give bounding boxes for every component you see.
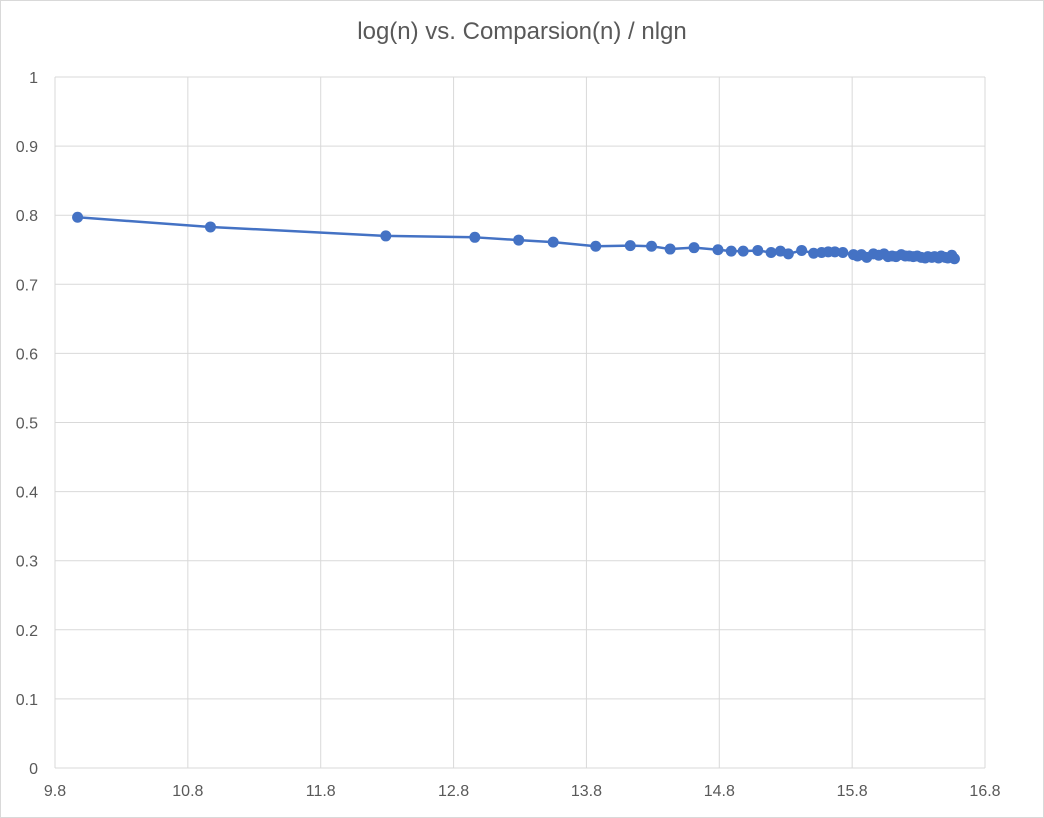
data-point [712,244,724,256]
x-tick-label: 13.8 [571,783,602,800]
data-point [808,247,820,259]
horizontal-gridlines [55,76,985,769]
x-axis-tick-labels: 9.8 10.8 11.8 12.8 13.8 14.8 15.8 16.8 [44,783,1001,800]
y-axis-tick-labels: 0 0.1 0.2 0.3 0.4 0.5 0.6 0.7 0.8 0.9 1 [16,70,38,778]
data-point [688,242,700,254]
data-point [837,247,849,259]
y-tick-label: 0.6 [16,346,38,363]
x-tick-label: 9.8 [44,783,66,800]
data-point [469,231,481,243]
y-tick-label: 0.2 [16,623,38,640]
x-tick-label: 10.8 [172,783,203,800]
x-tick-label: 16.8 [969,783,1000,800]
y-tick-label: 0.3 [16,554,38,571]
data-point [752,244,764,256]
y-tick-label: 0.5 [16,416,38,433]
data-point [829,246,841,258]
y-tick-label: 0 [29,761,38,778]
data-point [380,230,392,242]
data-point [646,240,658,252]
data-point [737,245,749,257]
x-tick-label: 12.8 [438,783,469,800]
data-point [664,243,676,255]
series-points-group [72,211,960,265]
x-tick-label: 14.8 [704,783,735,800]
data-point [513,234,525,246]
data-point [547,236,559,248]
chart-title: log(n) vs. Comparsion(n) / nlgn [357,18,687,45]
x-tick-label: 15.8 [837,783,868,800]
y-tick-label: 0.7 [16,277,38,294]
y-tick-label: 0.4 [16,485,38,502]
data-point [725,245,737,257]
data-point [624,240,636,252]
data-point [590,240,602,252]
y-tick-label: 0.9 [16,139,38,156]
y-tick-label: 0.1 [16,692,38,709]
data-point [796,244,808,256]
y-tick-label: 1 [29,70,38,87]
x-tick-label: 11.8 [306,783,336,800]
data-point [204,221,216,233]
data-point [948,253,960,265]
y-tick-label: 0.8 [16,208,38,225]
data-point [72,211,84,223]
data-point [765,247,777,259]
data-point [782,248,794,260]
